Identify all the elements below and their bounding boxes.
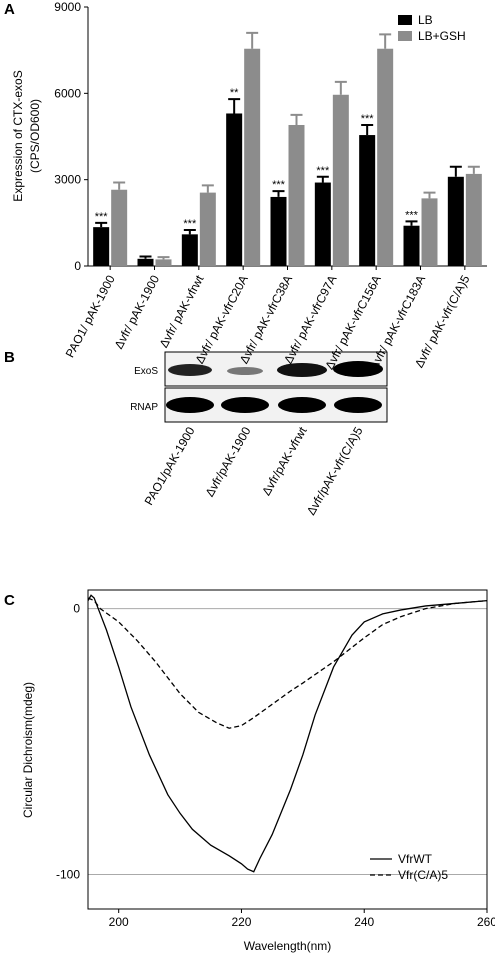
lane-label: PAO1/pAK-1900 <box>142 424 198 507</box>
band <box>227 367 263 375</box>
error-bar <box>316 175 329 183</box>
band <box>166 397 214 413</box>
annotation: *** <box>183 218 197 230</box>
band <box>277 363 327 377</box>
x-tick-label: Δvfr/ pAK-vfrwt <box>157 272 207 350</box>
y-tick-label: 6000 <box>54 86 81 100</box>
annotation: ** <box>230 87 239 99</box>
error-bar <box>467 165 480 174</box>
legend-swatch <box>398 31 412 41</box>
error-bar <box>272 190 285 197</box>
bar <box>288 124 305 266</box>
lane-label: Δvfr/pAK-vfr(C/A)5 <box>304 424 366 517</box>
x-tick-label: 220 <box>231 915 251 929</box>
error-bar <box>361 123 374 136</box>
bar <box>111 189 128 266</box>
bar <box>421 198 438 266</box>
annotation: *** <box>272 179 286 191</box>
band <box>278 397 326 413</box>
bar <box>314 182 331 266</box>
error-bar <box>246 31 259 49</box>
row-label: ExoS <box>134 366 158 377</box>
lane-label: Δvfr/pAK-vfrwt <box>259 424 310 498</box>
bar <box>377 48 394 266</box>
bar <box>465 173 482 266</box>
band <box>221 397 269 413</box>
band <box>168 364 212 376</box>
x-axis-label: Wavelength(nm) <box>244 939 332 953</box>
bar <box>155 259 172 266</box>
error-bar <box>157 256 170 260</box>
error-bar <box>290 113 303 125</box>
y-axis-label: (CPS/OD600) <box>28 99 42 173</box>
error-bar <box>95 221 108 228</box>
x-tick-label: 240 <box>354 915 374 929</box>
bar <box>359 135 376 266</box>
annotation: *** <box>95 211 109 223</box>
bar <box>244 48 261 266</box>
y-tick-label: 3000 <box>54 173 81 187</box>
y-tick-label: 9000 <box>54 0 81 14</box>
bar <box>447 176 464 266</box>
legend-label: Vfr(C/A)5 <box>398 868 448 882</box>
x-tick-label: 260 <box>477 915 495 929</box>
bar <box>226 113 243 266</box>
y-tick-label: 0 <box>74 259 81 273</box>
row-label: RNAP <box>130 402 158 413</box>
plot-frame <box>87 589 488 910</box>
bar <box>199 192 216 266</box>
panel-label: A <box>4 1 15 18</box>
error-bar <box>113 181 126 190</box>
bar <box>403 225 420 266</box>
panel-label: C <box>4 592 15 609</box>
y-tick-label: 0 <box>73 602 80 616</box>
annotation: *** <box>405 209 419 221</box>
x-tick-label: 200 <box>109 915 129 929</box>
x-tick-label: Δvfr/ pAK-1900 <box>112 273 163 352</box>
legend-label: VfrWT <box>398 852 433 866</box>
blot <box>164 351 388 423</box>
annotation: *** <box>361 113 375 125</box>
lane-label: Δvfr/pAK-1900 <box>202 424 253 499</box>
error-bar <box>139 255 152 259</box>
bar <box>181 234 198 266</box>
panel-label: B <box>4 349 15 366</box>
line <box>87 594 488 873</box>
bar <box>270 196 287 266</box>
legend-label: LB <box>418 13 433 27</box>
y-axis-label: Circular Dichroism(mdeg) <box>21 682 35 818</box>
band <box>333 361 383 377</box>
error-bar <box>228 98 241 114</box>
bar <box>137 258 154 266</box>
band <box>334 397 382 413</box>
legend-swatch <box>398 15 412 25</box>
error-bar <box>334 80 347 95</box>
error-bar <box>379 33 392 49</box>
error-bar <box>405 220 418 226</box>
error-bar <box>449 165 462 177</box>
y-axis-label: Expression of CTX-exoS <box>11 70 25 201</box>
legend-label: LB+GSH <box>418 29 466 43</box>
x-tick-label: PAO1/ pAK-1900 <box>63 273 118 360</box>
annotation: *** <box>316 165 330 177</box>
line <box>87 597 488 729</box>
bar <box>93 227 110 266</box>
error-bar <box>183 229 196 235</box>
error-bar <box>201 184 214 193</box>
y-tick-label: -100 <box>56 867 80 881</box>
error-bar <box>423 191 436 199</box>
bar <box>332 94 349 267</box>
